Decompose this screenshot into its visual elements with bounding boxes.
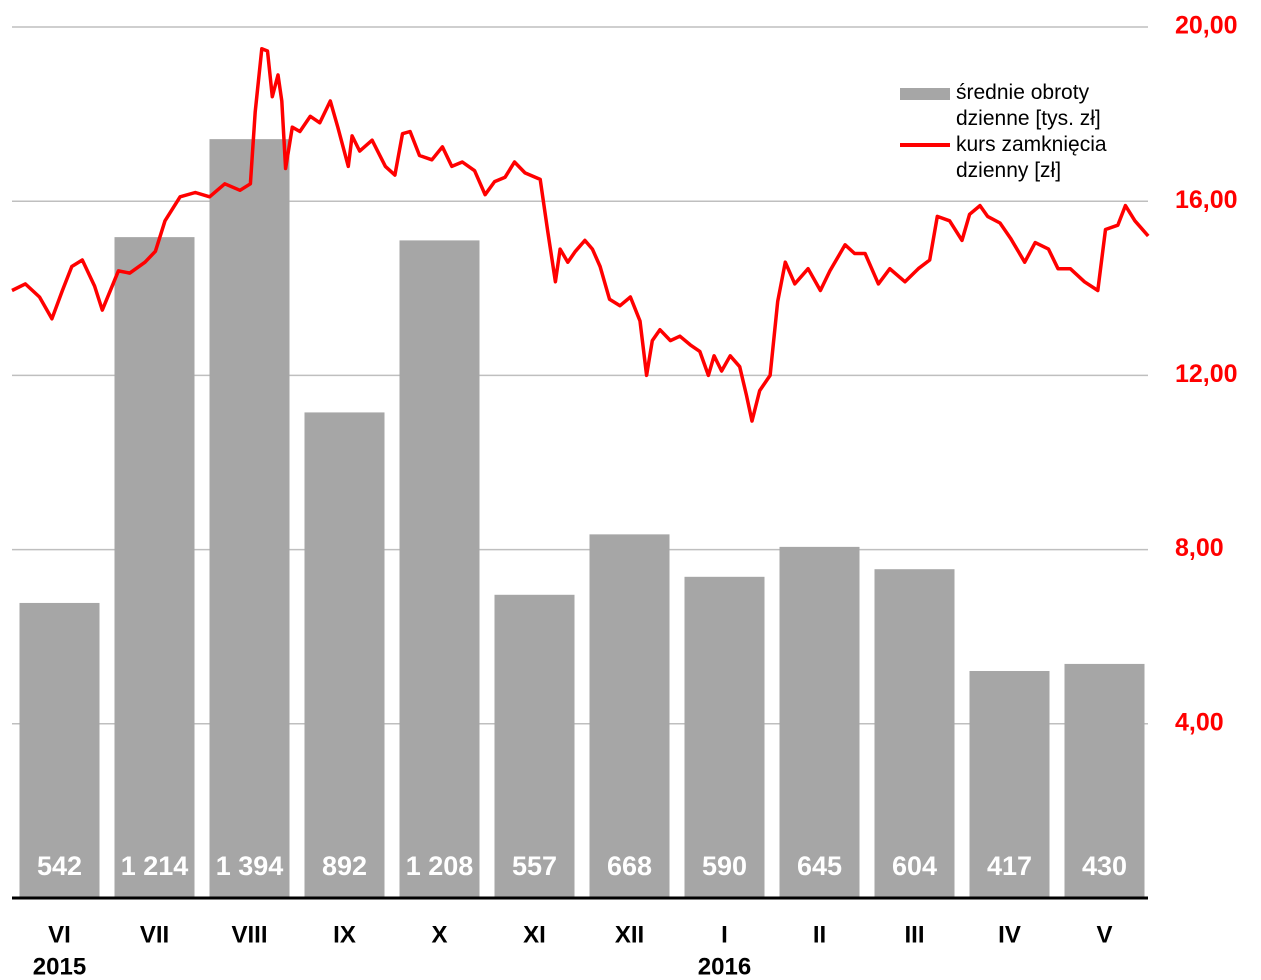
y2-tick-label: 8,00 [1175, 534, 1224, 562]
legend-label: średnie obroty dzienne [tys. zł] [956, 81, 1101, 130]
bar [304, 412, 385, 898]
bar [399, 240, 480, 898]
bar [589, 534, 670, 898]
bar [209, 139, 290, 899]
x-tick-label: X [431, 921, 447, 948]
x-tick-label: VII [140, 921, 169, 948]
data-label: 668 [607, 851, 652, 881]
data-label: 542 [37, 851, 82, 881]
legend-label: kurs zamknięcia dzienny [zł] [956, 133, 1107, 182]
data-label: 417 [987, 851, 1032, 881]
x-tick-label: XII [615, 921, 644, 948]
price-line [11, 47, 1150, 423]
bar [779, 546, 860, 898]
data-label: 1 394 [216, 851, 284, 881]
x-tick-label: VI [48, 921, 71, 948]
bar [874, 569, 955, 898]
data-label: 892 [322, 851, 367, 881]
data-label: 430 [1082, 851, 1127, 881]
data-label: 604 [892, 851, 937, 881]
x-year-label: 2015 [33, 953, 86, 980]
x-tick-label: XI [523, 921, 546, 948]
x-tick-label: V [1096, 921, 1112, 948]
bar [1064, 663, 1145, 898]
legend: średnie obroty dzienne [tys. zł] kurs za… [900, 80, 1140, 184]
bar [19, 602, 100, 898]
legend-item: średnie obroty dzienne [tys. zł] [900, 80, 1140, 132]
x-tick-label: IX [333, 921, 356, 948]
y2-tick-label: 20,00 [1175, 12, 1238, 40]
legend-swatch [900, 143, 950, 147]
x-tick-label: VIII [231, 921, 267, 948]
x-tick-label: II [813, 921, 826, 948]
x-tick-label: III [904, 921, 924, 948]
data-label: 645 [797, 851, 842, 881]
x-year-label: 2016 [698, 953, 751, 980]
bar [494, 594, 575, 898]
data-label: 557 [512, 851, 557, 881]
y2-tick-label: 16,00 [1175, 186, 1238, 214]
bar [114, 237, 195, 898]
y2-tick-label: 12,00 [1175, 360, 1238, 388]
data-label: 1 208 [406, 851, 474, 881]
legend-item: kurs zamknięcia dzienny [zł] [900, 132, 1140, 184]
data-label: 1 214 [121, 851, 189, 881]
bar [969, 670, 1050, 898]
legend-swatch [900, 88, 950, 100]
data-label: 590 [702, 851, 747, 881]
bar [684, 576, 765, 898]
x-tick-label: I [721, 921, 728, 948]
x-tick-label: IV [998, 921, 1021, 948]
y2-tick-label: 4,00 [1175, 708, 1224, 736]
